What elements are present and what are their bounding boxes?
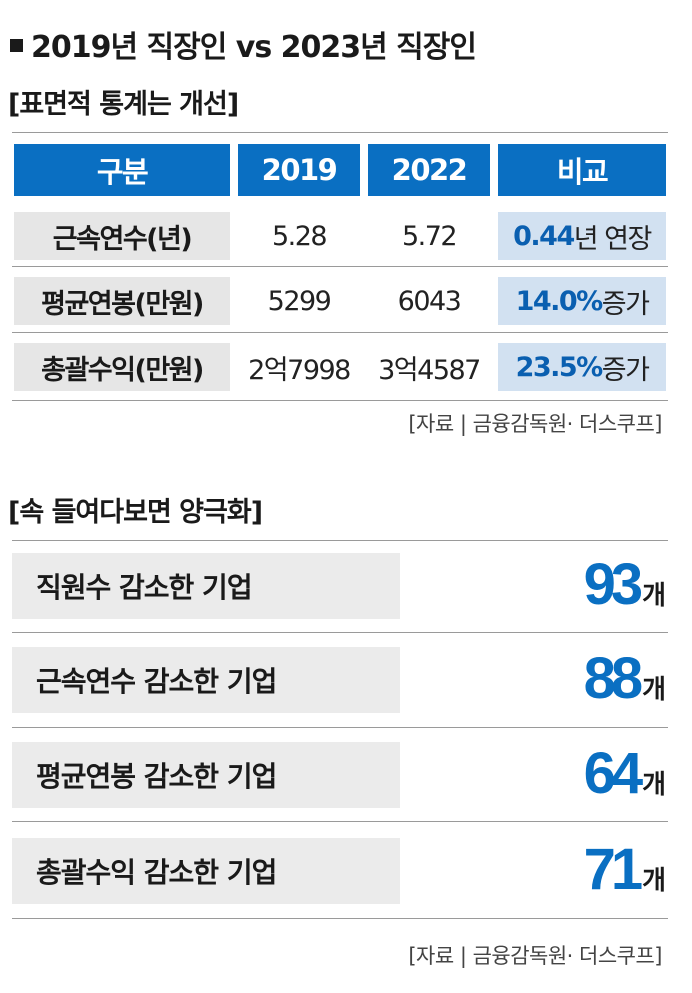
row-label: 평균연봉(만원) [14,277,230,325]
company-stat-label: 총괄수익 감소한 기업 [12,838,400,904]
count-unit: 개 [642,770,666,800]
count-number: 93 [583,552,643,617]
divider [12,332,668,333]
value-2019: 5299 [267,285,332,317]
title-bullet-icon [10,39,23,52]
divider [12,266,668,267]
chart-title: 2019년 직장인 vs 2023년 직장인 [10,22,477,66]
compare-text: 년 연장 [573,223,653,255]
compare-number: 14.0% [515,285,604,317]
divider [12,918,668,919]
divider [12,400,668,401]
compare-number: 23.5% [515,351,604,383]
company-count: 93 개 [584,551,666,618]
value-2022: 5.72 [401,220,458,252]
value-2019: 5.28 [271,220,328,252]
divider [12,540,668,541]
company-stat-label: 직원수 감소한 기업 [12,553,400,619]
compare-cell: 14.0% 증가 [498,277,666,325]
value-2019: 2억7998 [248,354,351,386]
header-2019: 2019 [238,144,360,196]
company-stat-label: 평균연봉 감소한 기업 [12,742,400,808]
company-count: 88 개 [584,645,666,712]
section2-heading: [속 들여다보면 양극화] [8,497,263,528]
count-number: 64 [583,741,643,806]
divider [12,727,668,728]
source-note: [자료 | 금융감독원· 더스쿠프] [408,412,662,436]
count-number: 88 [583,646,643,711]
compare-cell: 23.5% 증가 [498,343,666,391]
section1-heading: [표면적 통계는 개선] [8,89,239,120]
count-unit: 개 [642,866,666,896]
divider [12,632,668,633]
company-stat-label: 근속연수 감소한 기업 [12,647,400,713]
compare-number: 0.44 [513,220,575,252]
row-label: 총괄수익(만원) [14,343,230,391]
header-compare: 비교 [498,144,666,196]
divider [12,821,668,822]
compare-text: 증가 [601,288,650,320]
row-label: 근속연수(년) [14,212,230,260]
divider [12,132,668,133]
count-unit: 개 [642,581,666,611]
company-count: 71 개 [584,836,666,903]
header-category: 구분 [14,144,230,196]
count-unit: 개 [642,675,666,705]
compare-text: 증가 [601,354,650,386]
company-count: 64 개 [584,740,666,807]
count-number: 71 [583,837,643,902]
source-note: [자료 | 금융감독원· 더스쿠프] [408,944,662,968]
compare-cell: 0.44 년 연장 [498,212,666,260]
chart-title-text: 2019년 직장인 vs 2023년 직장인 [31,30,477,65]
value-2022: 6043 [397,285,462,317]
header-2022: 2022 [368,144,490,196]
value-2022: 3억4587 [378,354,481,386]
